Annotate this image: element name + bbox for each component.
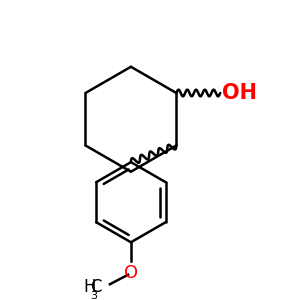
Text: OH: OH	[222, 83, 257, 103]
Text: C: C	[90, 278, 101, 296]
Text: O: O	[124, 264, 138, 282]
Text: 3: 3	[91, 291, 98, 300]
Text: H: H	[83, 278, 96, 296]
